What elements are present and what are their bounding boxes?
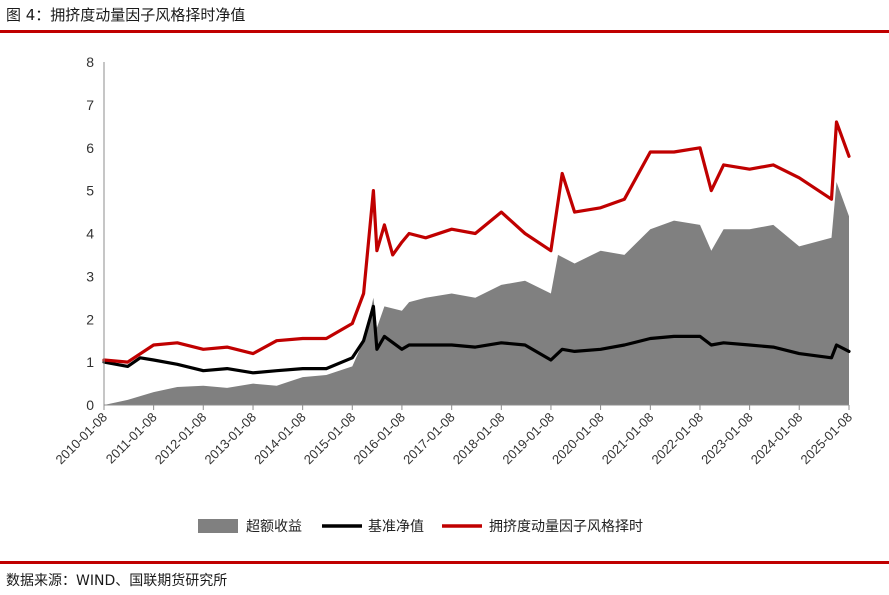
y-tick-label: 5: [86, 183, 94, 199]
y-tick-label: 0: [86, 397, 94, 413]
title-rule: [0, 30, 889, 33]
legend-label: 超额收益: [246, 519, 302, 535]
x-tick-label: 2023-01-08: [698, 410, 756, 468]
figure-title: 图 4：拥挤度动量因子风格择时净值: [6, 6, 246, 24]
x-tick-label: 2022-01-08: [648, 410, 706, 468]
y-tick-label: 3: [86, 268, 94, 284]
x-tick-label: 2010-01-08: [52, 410, 110, 468]
x-tick-label: 2014-01-08: [251, 410, 309, 468]
series-line-strategy: [102, 120, 851, 364]
y-tick-label: 4: [86, 226, 94, 242]
series-area-excess: [104, 182, 849, 405]
x-tick-label: 2021-01-08: [599, 410, 657, 468]
x-tick-label: 2011-01-08: [103, 410, 160, 467]
y-tick-label: 7: [86, 97, 94, 113]
y-tick-label: 6: [86, 140, 94, 156]
x-tick-label: 2016-01-08: [350, 410, 408, 468]
source-rule: [0, 561, 889, 564]
legend-label: 基准净值: [368, 518, 424, 535]
y-tick-label: 1: [86, 354, 94, 370]
x-tick-label: 2025-01-08: [797, 410, 855, 468]
figure-source: 数据来源：WIND、国联期货研究所: [6, 573, 228, 589]
legend-label: 拥挤度动量因子风格择时: [489, 519, 643, 535]
y-tick-label: 2: [86, 311, 94, 327]
x-tick-label: 2013-01-08: [202, 410, 260, 468]
x-tick-label: 2019-01-08: [499, 410, 557, 468]
y-tick-label: 8: [86, 54, 94, 70]
x-tick-label: 2015-01-08: [301, 410, 359, 468]
x-tick-label: 2024-01-08: [748, 410, 806, 468]
x-tick-label: 2018-01-08: [450, 410, 508, 468]
x-tick-label: 2017-01-08: [400, 410, 458, 468]
series-line-benchmark: [102, 304, 851, 375]
x-tick-label: 2012-01-08: [152, 410, 210, 468]
x-tick-label: 2020-01-08: [549, 410, 607, 468]
chart-legend: 超额收益 基准净值 拥挤度动量因子风格择时: [198, 518, 643, 535]
legend-swatch-excess: [198, 519, 238, 533]
